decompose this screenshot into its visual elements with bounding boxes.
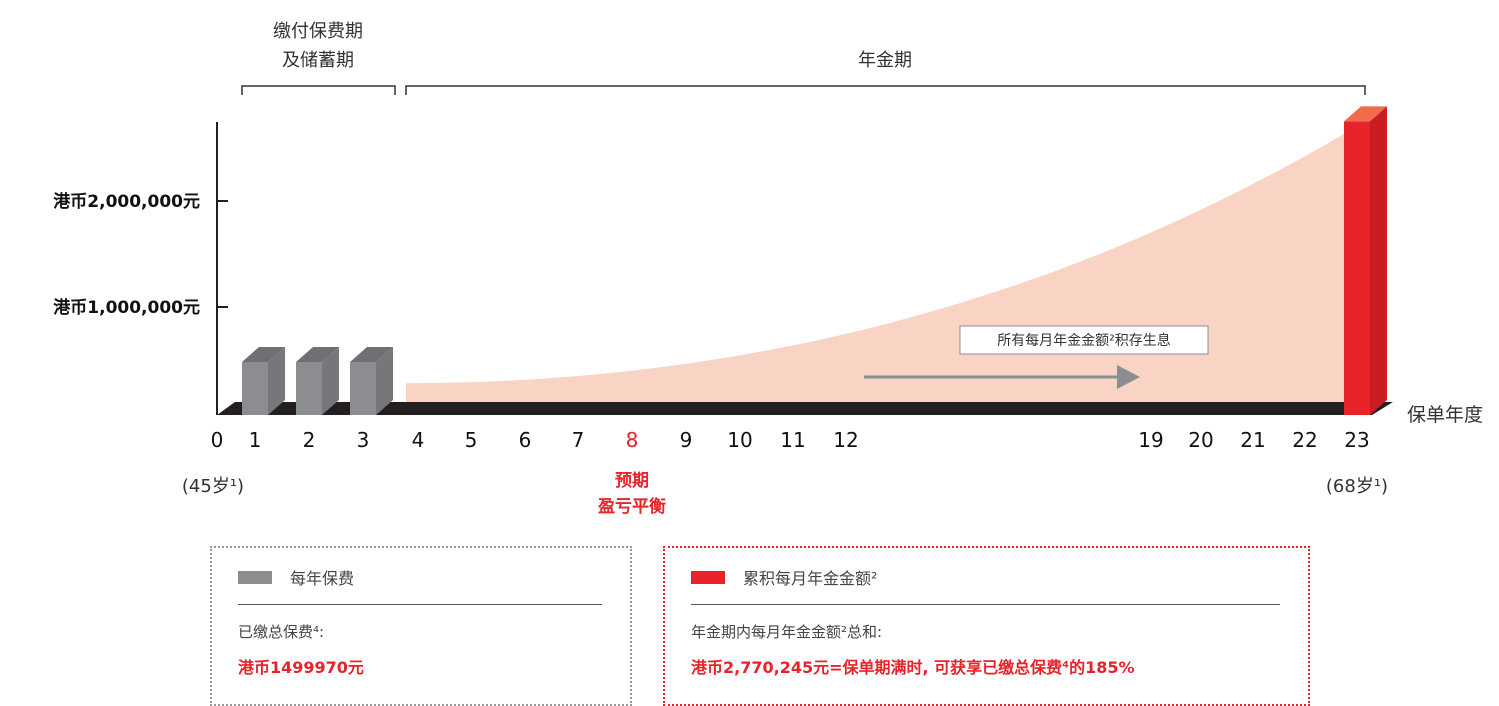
- x-tick-label-19: 19: [1138, 428, 1163, 452]
- x-tick-label-12: 12: [833, 428, 858, 452]
- x-tick-label-23: 23: [1344, 428, 1369, 452]
- premium-bar-year-1: [242, 347, 285, 415]
- annotation-text: 所有每月年金金额²积存生息: [997, 332, 1171, 349]
- legend-premium-label: 每年保费: [290, 569, 355, 588]
- annuity-bar-year-23: [1344, 106, 1387, 415]
- x-tick-label-10: 10: [727, 428, 752, 452]
- legend-annuity: 累积每月年金金额² 年金期内每月年金金额²总和: 港币2,770,245元=保单…: [663, 546, 1310, 706]
- x-tick-label-0: 0: [211, 428, 224, 452]
- premium-swatch: [238, 570, 272, 584]
- x-tick-label-6: 6: [519, 428, 532, 452]
- breakeven-label-2: 盈亏平衡: [597, 496, 666, 517]
- x-tick-label-3: 3: [357, 428, 370, 452]
- chart-canvas: 缴付保费期 及储蓄期 年金期 港币2,000,000元 港币1,000,000元…: [53, 21, 1483, 517]
- payment-period-bracket: [241, 85, 396, 95]
- legend-annuity-divider: [691, 604, 1280, 605]
- x-axis-name: 保单年度: [1407, 404, 1483, 426]
- x-tick-label-7: 7: [572, 428, 585, 452]
- x-tick-label-5: 5: [465, 428, 478, 452]
- x-tick-label-2: 2: [303, 428, 316, 452]
- start-age-label: (45岁¹): [182, 476, 244, 497]
- legend-annuity-label: 累积每月年金金额²: [743, 569, 878, 588]
- x-tick-label-8: 8: [626, 428, 639, 452]
- annuity-period-label: 年金期: [858, 50, 912, 71]
- end-age-label: (68岁¹): [1326, 476, 1388, 497]
- payment-period-label-1: 缴付保费期: [273, 21, 363, 42]
- annuity-swatch: [691, 570, 725, 584]
- y-tick-label-1m: 港币1,000,000元: [53, 297, 200, 318]
- growth-arrow: [864, 365, 1140, 389]
- payment-period-label-2: 及储蓄期: [282, 50, 354, 71]
- x-tick-label-21: 21: [1240, 428, 1265, 452]
- premium-bar-year-3: [350, 347, 393, 415]
- y-tick-label-2m: 港币2,000,000元: [53, 191, 200, 212]
- breakeven-label-1: 预期: [615, 471, 649, 491]
- legend-premium-value: 港币1499970元: [238, 658, 364, 677]
- x-tick-label-1: 1: [249, 428, 262, 452]
- x-axis-band: [217, 402, 1393, 415]
- annuity-accumulation-area: [406, 121, 1365, 415]
- x-tick-label-22: 22: [1292, 428, 1317, 452]
- annuity-period-bracket: [405, 85, 1366, 95]
- legend-premium-divider: [238, 604, 602, 605]
- x-tick-label-20: 20: [1188, 428, 1213, 452]
- accumulation-annotation: 所有每月年金金额²积存生息: [959, 325, 1209, 355]
- x-tick-label-9: 9: [680, 428, 693, 452]
- legend-premium-line: 已缴总保费⁴:: [238, 623, 325, 641]
- x-tick-label-4: 4: [412, 428, 425, 452]
- x-tick-label-11: 11: [780, 428, 805, 452]
- legend-premium: 每年保费 已缴总保费⁴: 港币1499970元: [210, 546, 632, 706]
- legend-annuity-line: 年金期内每月年金金额²总和:: [691, 623, 883, 641]
- legend-annuity-value: 港币2,770,245元=保单期满时, 可获享已缴总保费⁴的185%: [691, 658, 1135, 677]
- premium-bar-year-2: [296, 347, 339, 415]
